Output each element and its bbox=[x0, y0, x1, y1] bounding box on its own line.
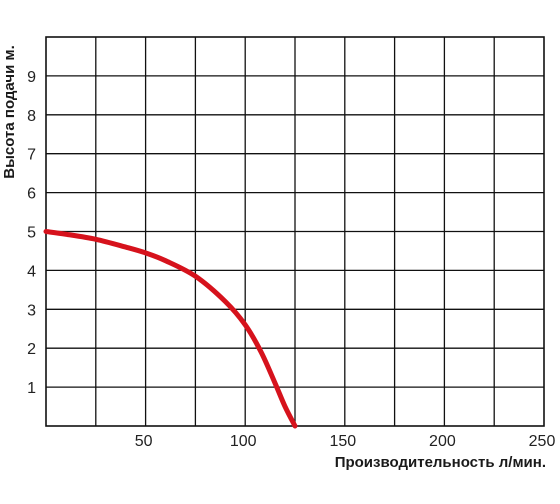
performance-curve bbox=[43, 229, 298, 429]
y-tick-label: 5 bbox=[27, 225, 36, 242]
x-tick-label: 50 bbox=[135, 433, 153, 450]
y-tick-label: 2 bbox=[27, 341, 36, 358]
x-axis-title: Производительность л/мин. bbox=[335, 454, 546, 471]
y-tick-label: 1 bbox=[27, 380, 36, 397]
grid bbox=[45, 36, 545, 427]
y-tick-label: 7 bbox=[27, 147, 36, 164]
x-tick-label: 200 bbox=[429, 433, 456, 450]
x-tick-label: 150 bbox=[329, 433, 356, 450]
y-tick-label: 9 bbox=[27, 69, 36, 86]
y-tick-label: 4 bbox=[27, 263, 36, 280]
x-tick-label: 100 bbox=[230, 433, 257, 450]
y-tick-label: 3 bbox=[27, 302, 36, 319]
tick-labels: 50 100 150 200 250 1 2 3 4 5 6 7 8 9 bbox=[27, 69, 555, 450]
y-axis-title: Высота подачи м. bbox=[1, 45, 18, 179]
series-layer bbox=[43, 229, 298, 429]
y-tick-label: 6 bbox=[27, 186, 36, 203]
y-tick-label: 8 bbox=[27, 108, 36, 125]
x-tick-label: 250 bbox=[529, 433, 556, 450]
